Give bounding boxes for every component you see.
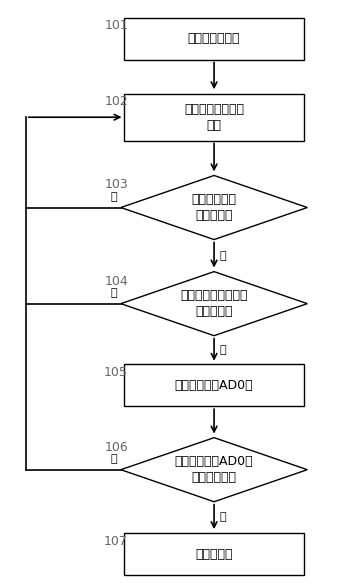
- Text: 103: 103: [104, 178, 128, 192]
- Text: 计算压力零点AD0值: 计算压力零点AD0值: [175, 378, 253, 392]
- Text: 判断系统是否
与大气连通: 判断系统是否 与大气连通: [192, 193, 237, 222]
- Text: 101: 101: [104, 19, 128, 32]
- Bar: [125, 18, 304, 60]
- Polygon shape: [121, 175, 307, 239]
- Text: 102: 102: [104, 95, 128, 108]
- Text: 是: 是: [220, 251, 226, 261]
- Text: 107: 107: [104, 535, 128, 548]
- Text: 采集压力信号，并
存储: 采集压力信号，并 存储: [184, 103, 244, 132]
- Polygon shape: [121, 272, 307, 336]
- Text: 系统初始化设置: 系统初始化设置: [188, 32, 240, 45]
- Text: 否: 否: [111, 288, 117, 298]
- Text: 105: 105: [104, 366, 128, 379]
- Bar: [125, 533, 304, 575]
- Text: 判断系统压力是否满
足校零范围: 判断系统压力是否满 足校零范围: [180, 289, 248, 318]
- Text: 是: 是: [220, 513, 226, 523]
- Bar: [125, 94, 304, 141]
- Text: 更新校零值: 更新校零值: [195, 548, 233, 561]
- Text: 判断压力零点AD0值
是否符合要求: 判断压力零点AD0值 是否符合要求: [175, 455, 253, 484]
- Text: 是: 是: [220, 345, 226, 355]
- Text: 否: 否: [111, 192, 117, 201]
- Text: 106: 106: [104, 440, 128, 454]
- Text: 否: 否: [111, 454, 117, 464]
- Text: 104: 104: [104, 274, 128, 287]
- Bar: [125, 364, 304, 406]
- Polygon shape: [121, 437, 307, 502]
